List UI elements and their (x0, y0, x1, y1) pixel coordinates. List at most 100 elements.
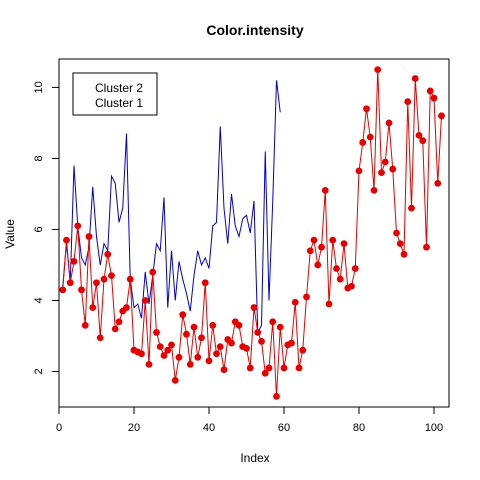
data-point (63, 236, 70, 244)
data-point (85, 233, 93, 240)
legend-entry: Cluster 1 (95, 96, 143, 110)
data-point (351, 265, 359, 272)
data-point (381, 158, 389, 166)
data-point (198, 334, 205, 342)
x-axis-label: Index (240, 451, 269, 465)
x-tick-label: 60 (278, 422, 290, 434)
data-point (374, 66, 382, 74)
data-point (78, 286, 85, 294)
data-point (126, 275, 134, 283)
data-point (426, 87, 434, 95)
series-line (62, 69, 442, 397)
data-point (288, 339, 295, 347)
data-point (96, 334, 104, 342)
data-point (183, 330, 190, 338)
data-point (115, 318, 123, 326)
data-point (220, 366, 228, 374)
data-point (205, 357, 213, 365)
data-point (190, 323, 198, 331)
data-point (419, 137, 427, 145)
chart-title: Color.intensity (206, 22, 303, 38)
x-tick-label: 0 (56, 422, 62, 434)
data-point (160, 352, 168, 359)
data-point (404, 98, 412, 106)
data-point (423, 243, 430, 251)
data-point (325, 300, 333, 308)
y-tick-label: 6 (33, 226, 45, 232)
data-point (194, 353, 202, 361)
data-point (318, 243, 325, 251)
data-point (156, 343, 164, 351)
y-tick-label: 10 (33, 81, 45, 93)
data-point (306, 247, 314, 255)
data-point (385, 119, 393, 127)
data-point (366, 133, 374, 141)
data-point (81, 321, 89, 329)
data-point (438, 112, 445, 120)
data-point (104, 250, 112, 258)
data-point (389, 165, 397, 173)
data-point (299, 346, 307, 354)
data-point (336, 275, 344, 283)
data-point (216, 343, 224, 351)
data-point (329, 236, 337, 244)
data-point (295, 364, 303, 372)
x-tick-label: 20 (128, 422, 140, 434)
data-point (430, 94, 438, 102)
data-point (411, 75, 419, 82)
data-point (186, 360, 194, 368)
data-point (246, 364, 254, 372)
series-cluster-1 (59, 66, 445, 400)
data-point (164, 346, 172, 354)
data-point (149, 268, 157, 276)
data-point (434, 179, 442, 187)
data-point (400, 250, 408, 258)
data-point (74, 222, 82, 230)
data-point (303, 293, 310, 301)
data-point (415, 131, 423, 139)
data-point (408, 204, 415, 212)
data-point (145, 360, 153, 368)
data-point (393, 229, 400, 237)
y-tick-label: 2 (33, 368, 45, 374)
y-tick-label: 4 (33, 297, 45, 303)
data-point (213, 350, 220, 358)
data-point (363, 105, 370, 113)
series-cluster-2 (62, 80, 281, 335)
data-point (70, 258, 78, 265)
data-point (171, 376, 179, 384)
data-point (348, 282, 355, 290)
data-point (355, 167, 363, 175)
data-point (250, 304, 258, 311)
data-point (228, 339, 235, 347)
data-point (175, 353, 183, 361)
data-point (265, 364, 273, 372)
data-point (93, 279, 100, 287)
data-point (138, 350, 145, 358)
data-point (396, 240, 404, 248)
data-point (254, 329, 262, 336)
data-point (179, 311, 187, 319)
data-point (89, 304, 97, 311)
data-point (209, 321, 217, 329)
data-point (153, 329, 160, 336)
series-layer (59, 66, 445, 400)
data-point (59, 286, 67, 294)
y-axis-label: Value (3, 219, 17, 249)
legend-entry: Cluster 2 (95, 81, 143, 95)
data-point (370, 186, 378, 194)
data-point (123, 304, 130, 311)
data-point (333, 265, 340, 272)
data-point (235, 321, 243, 329)
series-line (62, 80, 281, 335)
data-point (321, 186, 329, 194)
x-tick-label: 80 (353, 422, 365, 434)
data-point (168, 341, 175, 349)
data-point (280, 364, 288, 372)
data-point (314, 261, 322, 269)
legend-box (72, 72, 158, 116)
y-tick-label: 8 (33, 155, 45, 161)
